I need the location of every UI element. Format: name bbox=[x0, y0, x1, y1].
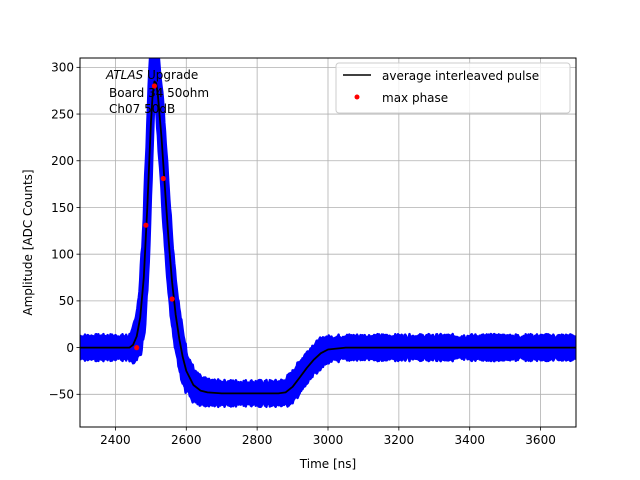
y-tick-label: 50 bbox=[59, 294, 74, 308]
noise-band-area bbox=[80, 58, 576, 409]
y-tick-label: 300 bbox=[51, 61, 74, 75]
annotation-line-1: ATLAS Upgrade bbox=[105, 68, 198, 82]
legend-box bbox=[335, 62, 571, 114]
legend-entry-max-phase: max phase bbox=[382, 91, 448, 105]
y-tick-label: 200 bbox=[51, 154, 74, 168]
y-tick-label: 0 bbox=[66, 341, 74, 355]
annotation-line-3: Ch07 50dB bbox=[109, 102, 175, 116]
legend-marker-swatch bbox=[354, 94, 360, 100]
y-tick-label: 150 bbox=[51, 201, 74, 215]
max-phase-point bbox=[143, 222, 149, 228]
x-tick-label: 3400 bbox=[454, 433, 485, 447]
x-tick-label: 3200 bbox=[384, 433, 415, 447]
annotation-line-2: Board 34 50ohm bbox=[109, 86, 209, 100]
legend-entry-average-pulse: average interleaved pulse bbox=[382, 69, 539, 83]
max-phase-point bbox=[151, 83, 157, 89]
series-layer bbox=[80, 80, 576, 395]
x-tick-label: 3600 bbox=[525, 433, 556, 447]
max-phase-point bbox=[134, 345, 140, 351]
x-tick-label: 3000 bbox=[313, 433, 344, 447]
y-tick-label: −50 bbox=[49, 388, 74, 402]
x-tick-label: 2600 bbox=[171, 433, 202, 447]
max-phase-point bbox=[169, 296, 175, 302]
upgrade-label: Upgrade bbox=[143, 68, 198, 82]
legend: average interleaved pulse max phase bbox=[335, 62, 571, 114]
noise-band bbox=[80, 58, 576, 409]
average-pulse-line bbox=[80, 80, 576, 395]
axis-ticks: 2400 2600 2800 3000 3200 3400 3600 −50 0 50 100 150… bbox=[49, 61, 556, 447]
grid-lines bbox=[80, 58, 576, 427]
y-axis-label: Amplitude [ADC Counts] bbox=[21, 169, 35, 315]
x-axis-label: Time [ns] bbox=[299, 457, 356, 471]
atlas-label: ATLAS bbox=[105, 68, 144, 82]
y-tick-label: 100 bbox=[51, 247, 74, 261]
x-tick-label: 2400 bbox=[100, 433, 131, 447]
max-phase-point bbox=[160, 175, 166, 182]
annotation-block: ATLAS Upgrade Board 34 50ohm Ch07 50dB bbox=[105, 68, 209, 116]
y-tick-label: 250 bbox=[51, 107, 74, 121]
x-tick-label: 2800 bbox=[242, 433, 273, 447]
